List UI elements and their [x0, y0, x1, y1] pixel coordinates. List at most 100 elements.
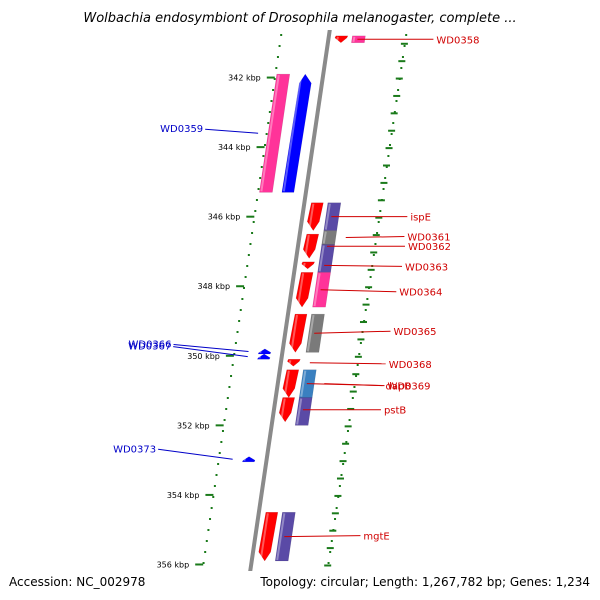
scale-dot [369, 276, 372, 278]
tick-mark [236, 285, 245, 288]
minor-tick [359, 321, 367, 324]
minor-tick [370, 251, 378, 254]
scale-dot [249, 243, 252, 245]
scale-dot [218, 452, 221, 454]
gene-label: WD0366 [128, 339, 171, 350]
gene-feature [278, 397, 296, 423]
gene-highlight [288, 360, 292, 366]
gene-label: WD0365 [393, 327, 436, 338]
scale-dot [217, 463, 220, 465]
scale-dot [395, 100, 398, 102]
scale-dot [265, 133, 268, 135]
scale-dot [239, 309, 242, 311]
gene-label: mgtE [363, 532, 389, 543]
scale-dot [353, 386, 356, 388]
scale-dot [213, 485, 216, 487]
scale-dot [242, 287, 245, 289]
scale-dot [280, 34, 283, 36]
scale-dot [241, 298, 244, 300]
scale-dot [389, 144, 392, 146]
gene-highlight [335, 36, 339, 42]
gene-highlight [260, 74, 280, 192]
minor-tick [385, 147, 393, 150]
minor-tick [400, 42, 408, 45]
scale-dot [358, 353, 361, 355]
minor-tick [393, 94, 401, 97]
summary-text: Topology: circular; Length: 1,267,782 bp… [259, 575, 590, 589]
minor-tick [354, 355, 362, 358]
tick-mark [266, 76, 275, 79]
scale-dot [390, 133, 393, 135]
scale-dot [223, 419, 226, 421]
gene-highlight [304, 234, 310, 258]
gene-label: WD0368 [389, 360, 432, 371]
scale-dot [212, 496, 215, 498]
scale-dot [231, 364, 234, 366]
scale-dot [342, 463, 345, 465]
scale-dot [379, 210, 382, 212]
backbone-line [243, 0, 337, 600]
scale-dot [377, 221, 380, 223]
scale-dot [215, 474, 218, 476]
gene-feature [301, 261, 316, 270]
scale-dot [234, 342, 237, 344]
minor-tick [390, 112, 398, 115]
gene-label: WD0373 [113, 444, 156, 455]
tick-mark [205, 493, 214, 496]
tick-label: 356 kbp [157, 560, 190, 569]
scale-dot [244, 276, 247, 278]
scale-dot [202, 562, 205, 564]
scale-dot [272, 89, 275, 91]
scale-dot [384, 177, 387, 179]
gene-highlight [318, 245, 325, 272]
minor-tick [331, 512, 339, 515]
scale-dot [246, 265, 249, 267]
gene-label: WD0361 [407, 233, 450, 244]
label-leader [324, 264, 403, 267]
gene-highlight [259, 349, 262, 354]
scale-dot [259, 177, 262, 179]
minor-tick [372, 234, 380, 237]
gene-highlight [280, 398, 286, 422]
tick-mark [256, 146, 265, 149]
gene-label: WD0367 [128, 342, 171, 353]
scale-dot [254, 210, 257, 212]
scale-dot [228, 386, 231, 388]
scale-dot [204, 551, 207, 553]
scale-dot [356, 364, 359, 366]
scale-dot [343, 452, 346, 454]
gene-label: WD0369 [387, 382, 430, 393]
minor-tick [388, 129, 396, 132]
minor-tick [380, 181, 388, 184]
label-leader [205, 128, 259, 134]
scale-dot [251, 232, 254, 234]
scale-dot [392, 122, 395, 124]
tick-label: 352 kbp [177, 421, 210, 430]
gene-highlight [290, 314, 298, 352]
scale-dot [238, 320, 241, 322]
scale-dot [348, 419, 351, 421]
scale-dot [273, 78, 276, 80]
tick-label: 344 kbp [218, 143, 251, 152]
scale-dot [397, 89, 400, 91]
minor-tick [347, 407, 355, 410]
gene-highlight [258, 354, 262, 359]
gene-highlight [259, 513, 269, 561]
scale-dot [247, 254, 250, 256]
minor-tick [339, 460, 347, 463]
scale-dot [329, 551, 332, 553]
scale-dot [351, 397, 354, 399]
scale-dot [340, 474, 343, 476]
tick-label: 354 kbp [167, 491, 200, 500]
gene-label: WD0364 [399, 288, 442, 299]
scale-dot [363, 320, 366, 322]
tick-label: 342 kbp [228, 74, 261, 83]
scale-dot [393, 111, 396, 113]
scale-dot [400, 67, 403, 69]
scale-dot [387, 155, 390, 157]
scale-dot [376, 232, 379, 234]
minor-tick [382, 164, 390, 167]
scale-dot [233, 353, 236, 355]
